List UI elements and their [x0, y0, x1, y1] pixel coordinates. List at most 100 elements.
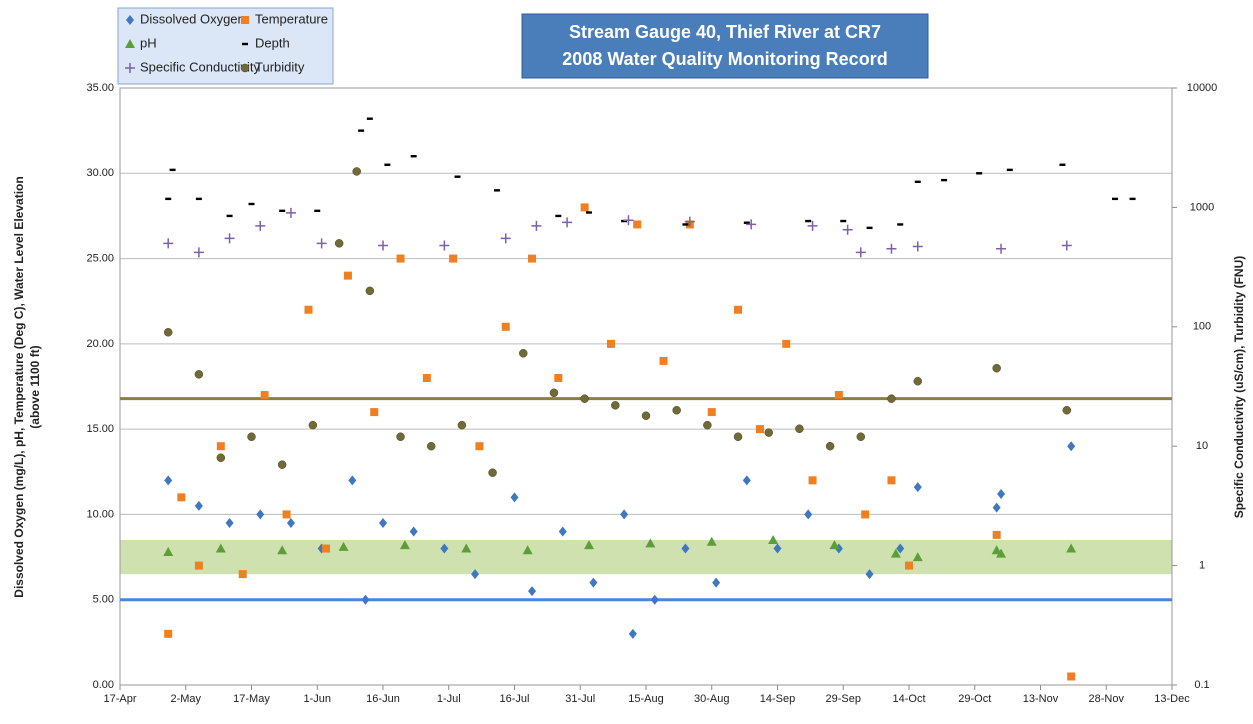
point [338, 541, 349, 551]
point [620, 509, 629, 520]
point [562, 217, 573, 228]
point [589, 577, 598, 588]
point [248, 202, 255, 206]
point [659, 356, 668, 365]
point [866, 226, 873, 230]
point [304, 305, 313, 314]
chart-subtitle: 2008 Water Quality Monitoring Record [562, 49, 887, 69]
point [586, 211, 593, 214]
point [558, 526, 567, 537]
point [641, 411, 651, 420]
point [580, 394, 589, 403]
point [804, 509, 813, 520]
y2-tick-label: 1000 [1190, 201, 1214, 213]
point [165, 197, 172, 201]
x-tick-label: 15-Aug [628, 693, 663, 705]
x-tick-label: 13-Dec [1154, 693, 1190, 705]
point [734, 305, 743, 314]
point [247, 432, 256, 441]
point [528, 586, 537, 597]
plot-frame [119, 87, 1173, 686]
legend-marker [126, 15, 134, 25]
point [224, 233, 235, 244]
y-tick-label: 25.00 [86, 252, 114, 264]
point [225, 517, 234, 528]
x-tick-label: 29-Sep [826, 693, 861, 705]
x-tick-label: 28-Nov [1089, 693, 1125, 705]
point [255, 220, 266, 231]
point [628, 628, 637, 639]
point [195, 197, 202, 201]
point [912, 552, 923, 562]
point [773, 543, 782, 554]
point [384, 163, 391, 166]
point [314, 209, 321, 213]
legend-label: pH [140, 35, 157, 50]
point [519, 349, 528, 358]
x-tick-label: 13-Nov [1023, 693, 1059, 705]
legend-box [117, 7, 334, 85]
point [633, 220, 642, 229]
point [260, 391, 269, 400]
y-tick-label: 10.00 [86, 508, 114, 520]
point [501, 322, 510, 331]
legend-label: Depth [255, 35, 290, 50]
point [682, 223, 689, 226]
point [890, 548, 901, 558]
point [358, 129, 365, 132]
x-tick-label: 14-Oct [892, 693, 925, 705]
point [1129, 197, 1136, 201]
point [996, 548, 1007, 558]
point [623, 215, 634, 226]
point [277, 545, 288, 555]
x-tick-label: 1-Jul [437, 693, 461, 705]
y2-tick-label: 1 [1199, 560, 1205, 572]
x-tick-label: 16-Jun [366, 693, 400, 705]
point [396, 432, 405, 441]
point [555, 214, 562, 218]
point [409, 526, 418, 537]
y-tick-label: 20.00 [86, 338, 114, 350]
point [177, 493, 186, 502]
point [681, 543, 690, 554]
point [782, 339, 791, 348]
point [1067, 672, 1076, 681]
point [650, 594, 659, 605]
point [842, 224, 853, 235]
y-axis-label: (above 1100 ft) [28, 345, 42, 428]
point [764, 428, 773, 437]
x-tick-label: 31-Jul [565, 693, 595, 705]
point [829, 540, 840, 550]
point [440, 543, 449, 554]
point [422, 373, 431, 382]
point [991, 545, 1002, 555]
point [348, 475, 357, 486]
point [316, 238, 327, 249]
point [426, 441, 436, 451]
point [768, 535, 779, 545]
legend-marker [242, 42, 248, 46]
point [361, 594, 370, 605]
point [308, 420, 318, 430]
point [522, 545, 533, 555]
point [996, 243, 1007, 254]
point [365, 286, 375, 296]
point [941, 178, 948, 182]
point [1062, 406, 1072, 415]
point [807, 220, 818, 231]
point [905, 561, 913, 570]
point [531, 220, 542, 231]
point [707, 408, 716, 417]
point [855, 247, 866, 258]
point [805, 219, 812, 223]
point [322, 544, 331, 553]
point [746, 219, 757, 230]
point [861, 510, 870, 519]
point [399, 540, 410, 550]
point [163, 546, 174, 556]
x-tick-label: 30-Aug [694, 693, 729, 705]
legend-label: Specific Conductivity [140, 59, 260, 74]
legend-label: Turbidity [255, 59, 305, 74]
point [396, 254, 405, 263]
